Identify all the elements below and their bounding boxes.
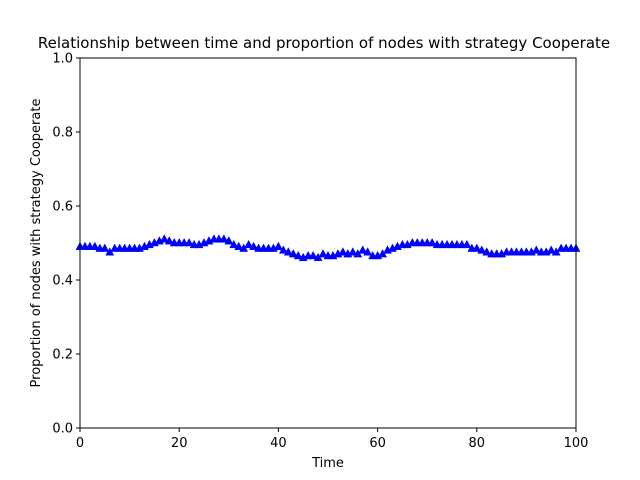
series-line — [75, 234, 581, 262]
data-point — [427, 237, 437, 247]
x-tick-label: 80 — [469, 436, 486, 451]
data-point — [338, 247, 348, 256]
data-point — [308, 250, 318, 260]
data-point — [546, 245, 556, 254]
data-point — [348, 247, 358, 256]
data-point — [164, 236, 174, 245]
data-point — [358, 245, 368, 254]
y-axis-label: Proportion of nodes with strategy Cooper… — [29, 99, 44, 388]
data-point — [531, 245, 541, 254]
data-point — [100, 243, 110, 252]
data-point — [249, 241, 259, 250]
data-point — [482, 247, 492, 256]
y-tick-label: 0.6 — [52, 200, 73, 215]
y-tick-label: 1.0 — [52, 52, 73, 67]
plot-frame — [79, 57, 577, 429]
data-point — [288, 249, 298, 258]
data-point — [90, 241, 100, 250]
data-point — [278, 245, 288, 254]
data-point — [462, 239, 472, 249]
y-tick-label: 0.0 — [52, 422, 73, 437]
y-tick-label: 0.2 — [52, 348, 73, 363]
x-tick-label: 0 — [76, 436, 84, 451]
data-point — [229, 239, 239, 249]
data-point — [283, 247, 293, 256]
x-tick-label: 60 — [369, 436, 386, 451]
x-tick-label: 20 — [171, 436, 188, 451]
chart-title: Relationship between time and proportion… — [38, 34, 610, 52]
data-point — [219, 234, 229, 243]
data-point — [273, 241, 283, 250]
x-tick-label: 40 — [270, 436, 287, 451]
y-tick-label: 0.8 — [52, 126, 73, 141]
axis-ticks: 0 20 40 60 80 100 0.0 0.2 0.4 0.6 0.8 1.0 — [52, 52, 588, 452]
data-point — [234, 241, 244, 250]
x-axis-label: Time — [311, 456, 344, 471]
data-point — [184, 237, 194, 247]
data-point — [318, 249, 328, 258]
data-point — [224, 236, 234, 245]
data-point — [244, 239, 254, 249]
y-tick-label: 0.4 — [52, 274, 73, 289]
data-point — [293, 250, 303, 260]
data-point — [472, 243, 482, 252]
data-point — [477, 245, 487, 254]
data-point — [363, 247, 373, 256]
data-point — [159, 234, 169, 243]
x-tick-label: 100 — [564, 436, 589, 451]
